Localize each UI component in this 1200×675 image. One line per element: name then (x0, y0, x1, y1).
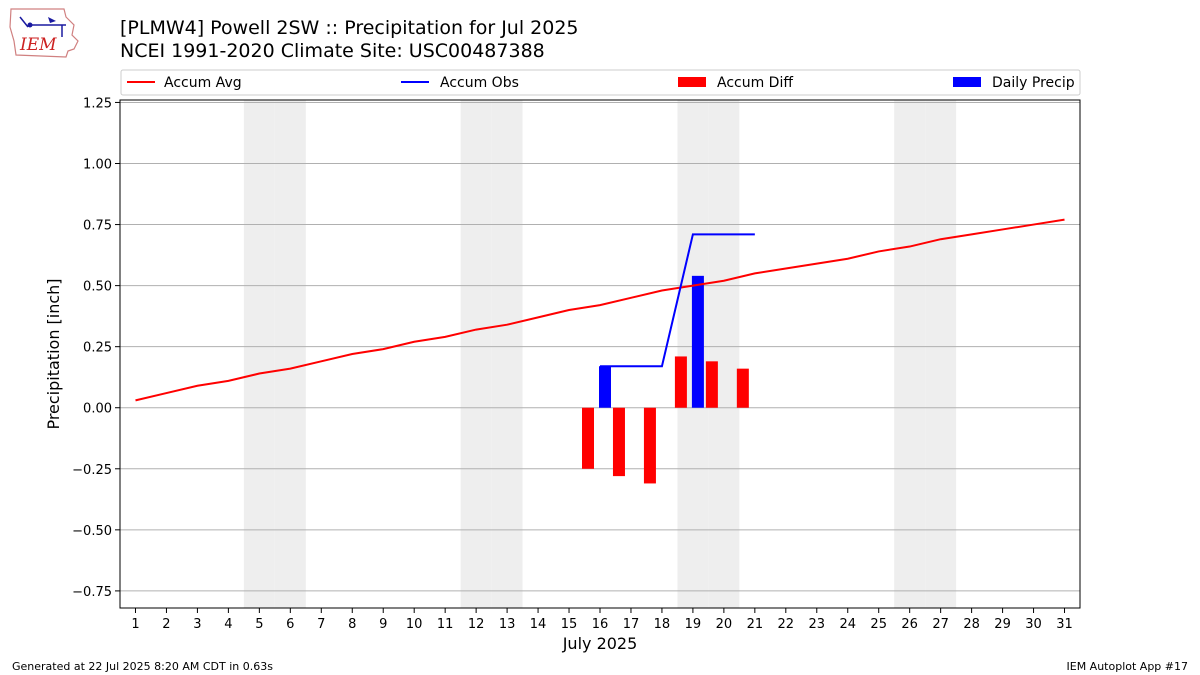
legend-daily-precip-swatch (953, 77, 981, 87)
generated-note: Generated at 22 Jul 2025 8:20 AM CDT in … (12, 660, 273, 673)
y-axis: −0.75 −0.50 −0.25 0.00 0.25 0.50 0.75 1.00 1.25 (72, 96, 120, 600)
weekend-band (460, 100, 492, 608)
weekend-band (925, 100, 957, 608)
x-tick-label: 3 (193, 617, 201, 632)
x-tick-label: 10 (406, 617, 423, 632)
y-tick-label: 0.00 (83, 402, 112, 417)
daily-precip-bar (599, 366, 611, 408)
x-tick-label: 5 (255, 617, 263, 632)
logo-text: IEM (19, 35, 57, 55)
x-tick-label: 6 (286, 617, 294, 632)
legend-accum-diff-swatch (678, 77, 706, 87)
y-tick-label: −0.75 (72, 585, 112, 600)
x-tick-label: 31 (1056, 617, 1073, 632)
y-tick-label: 0.25 (83, 341, 112, 356)
y-tick-label: 1.25 (83, 96, 112, 111)
x-tick-label: 19 (685, 617, 702, 632)
x-tick-label: 30 (1025, 617, 1042, 632)
iem-logo: IEM (9, 8, 79, 58)
weekend-band (894, 100, 926, 608)
chart-title: [PLMW4] Powell 2SW :: Precipitation for … (120, 17, 579, 39)
weekend-band (243, 100, 275, 608)
x-tick-label: 8 (348, 617, 356, 632)
x-tick-label: 14 (530, 617, 547, 632)
accum-diff-bar (705, 361, 718, 408)
y-tick-label: 1.00 (83, 158, 112, 173)
x-tick-label: 26 (901, 617, 918, 632)
x-tick-label: 20 (716, 617, 733, 632)
x-tick-label: 17 (623, 617, 640, 632)
weekend-band (708, 100, 740, 608)
legend-accum-obs: Accum Obs (440, 75, 519, 91)
y-tick-label: −0.50 (72, 524, 112, 539)
accum-diff-bar (582, 407, 594, 469)
legend-accum-diff: Accum Diff (717, 75, 793, 91)
x-tick-label: 9 (379, 617, 387, 632)
x-tick-label: 27 (932, 617, 949, 632)
y-tick-label: 0.75 (83, 219, 112, 234)
daily-precip-bar (691, 275, 704, 408)
x-tick-label: 1 (131, 617, 139, 632)
x-tick-label: 28 (963, 617, 980, 632)
x-tick-label: 21 (747, 617, 764, 632)
x-tick-label: 18 (654, 617, 671, 632)
accum-diff-bars (582, 356, 749, 484)
legend-accum-avg: Accum Avg (164, 75, 242, 91)
x-tick-label: 12 (468, 617, 485, 632)
x-tick-label: 7 (317, 617, 325, 632)
x-tick-label: 16 (592, 617, 609, 632)
weekend-band (274, 100, 306, 608)
y-tick-label: 0.50 (83, 280, 112, 295)
weekend-band (491, 100, 523, 608)
accum-obs-line (600, 233, 755, 368)
x-axis-label: July 2025 (562, 634, 638, 653)
x-axis: 1 2 3 4 5 6 7 8 9 10 11 12 13 14 15 16 17 18 19 20 21 22 23 24 2… (131, 608, 1073, 632)
accum-avg-line (135, 218, 1065, 402)
x-tick-label: 25 (870, 617, 887, 632)
y-tick-label: −0.25 (72, 463, 112, 478)
x-tick-label: 11 (437, 617, 454, 632)
x-tick-label: 13 (499, 617, 516, 632)
x-tick-label: 2 (162, 617, 170, 632)
x-tick-label: 15 (561, 617, 578, 632)
x-tick-label: 23 (809, 617, 826, 632)
accum-diff-bar (612, 407, 625, 477)
x-tick-label: 22 (778, 617, 795, 632)
y-axis-label: Precipitation [inch] (44, 278, 63, 429)
x-tick-label: 24 (839, 617, 856, 632)
app-note: IEM Autoplot App #17 (1066, 660, 1189, 673)
precipitation-chart: 1 2 3 4 5 6 7 8 9 10 11 12 13 14 15 16 17 18 19 20 21 22 23 24 2… (44, 69, 1081, 653)
accum-diff-bar (674, 356, 687, 408)
legend: Accum Avg Accum Obs Accum Diff Daily Pre… (120, 69, 1081, 96)
chart-subtitle: NCEI 1991-2020 Climate Site: USC00487388 (120, 40, 545, 62)
daily-precip-bars (599, 275, 704, 408)
series-lines (135, 218, 1065, 402)
weekend-bands (243, 100, 957, 608)
accum-diff-bar (736, 368, 749, 408)
legend-box (120, 69, 1081, 96)
x-tick-label: 29 (994, 617, 1011, 632)
legend-daily-precip: Daily Precip (992, 75, 1075, 91)
accum-diff-bar (643, 407, 656, 484)
x-tick-label: 4 (224, 617, 232, 632)
